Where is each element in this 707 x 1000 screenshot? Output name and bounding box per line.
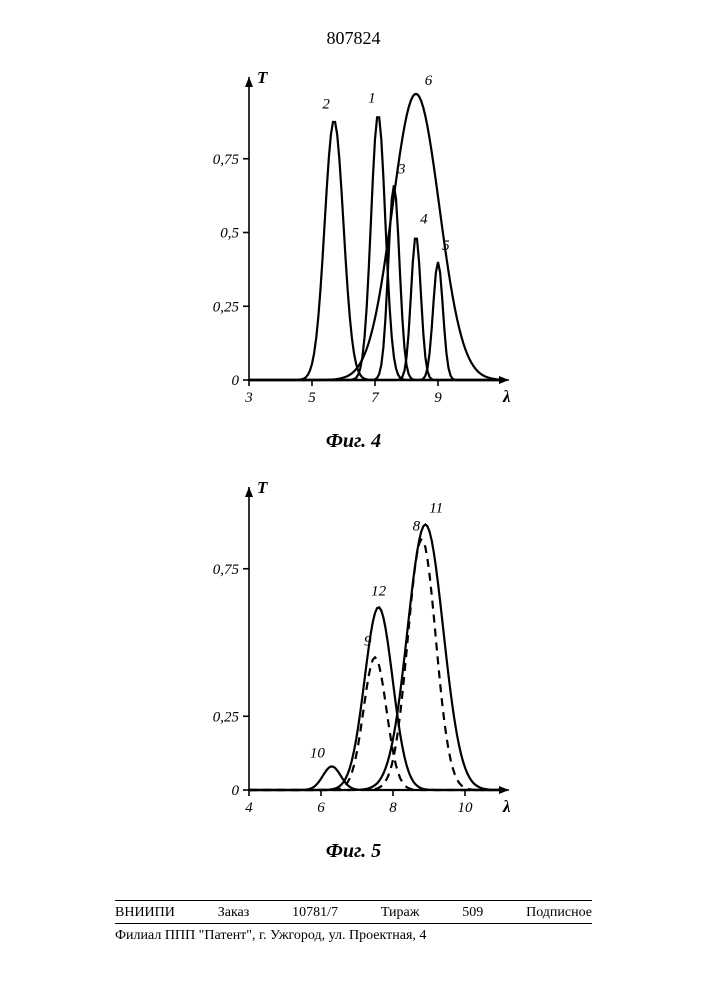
svg-text:8: 8 xyxy=(389,800,397,816)
svg-text:0: 0 xyxy=(231,783,239,799)
doc-number: 807824 xyxy=(327,28,381,49)
svg-text:3: 3 xyxy=(244,390,253,406)
figure-4: 213456357900,250,50,75Tλ xyxy=(189,65,519,420)
svg-text:2: 2 xyxy=(322,97,330,113)
svg-text:1: 1 xyxy=(368,91,376,107)
svg-text:8: 8 xyxy=(412,518,420,534)
svg-text:4: 4 xyxy=(245,800,253,816)
fig4-caption: Фиг. 4 xyxy=(326,430,381,453)
svg-text:0,75: 0,75 xyxy=(212,562,239,578)
svg-text:λ: λ xyxy=(502,387,511,406)
svg-text:T: T xyxy=(257,68,268,87)
svg-text:5: 5 xyxy=(308,390,316,406)
footer-address: Филиал ППП "Патент", г. Ужгород, ул. Про… xyxy=(115,923,592,944)
svg-text:10: 10 xyxy=(457,800,473,816)
svg-text:9: 9 xyxy=(434,390,442,406)
svg-text:λ: λ xyxy=(502,797,511,816)
footer-publisher: ВНИИПИ Заказ 10781/7 Тираж 509 Подписное xyxy=(115,900,592,921)
svg-text:6: 6 xyxy=(317,800,325,816)
svg-text:0: 0 xyxy=(231,373,239,389)
svg-text:6: 6 xyxy=(424,73,432,89)
svg-text:T: T xyxy=(257,478,268,497)
svg-text:7: 7 xyxy=(371,390,380,406)
svg-text:0,75: 0,75 xyxy=(212,152,239,168)
svg-text:10: 10 xyxy=(309,746,325,762)
svg-text:12: 12 xyxy=(371,583,387,599)
svg-text:0,25: 0,25 xyxy=(212,299,239,315)
svg-text:0,5: 0,5 xyxy=(220,226,239,242)
figure-5: 109128114681000,250,75Tλ xyxy=(189,475,519,830)
fig5-caption: Фиг. 5 xyxy=(326,840,381,863)
svg-text:11: 11 xyxy=(429,501,443,517)
svg-text:4: 4 xyxy=(420,212,428,228)
svg-text:0,25: 0,25 xyxy=(212,709,239,725)
